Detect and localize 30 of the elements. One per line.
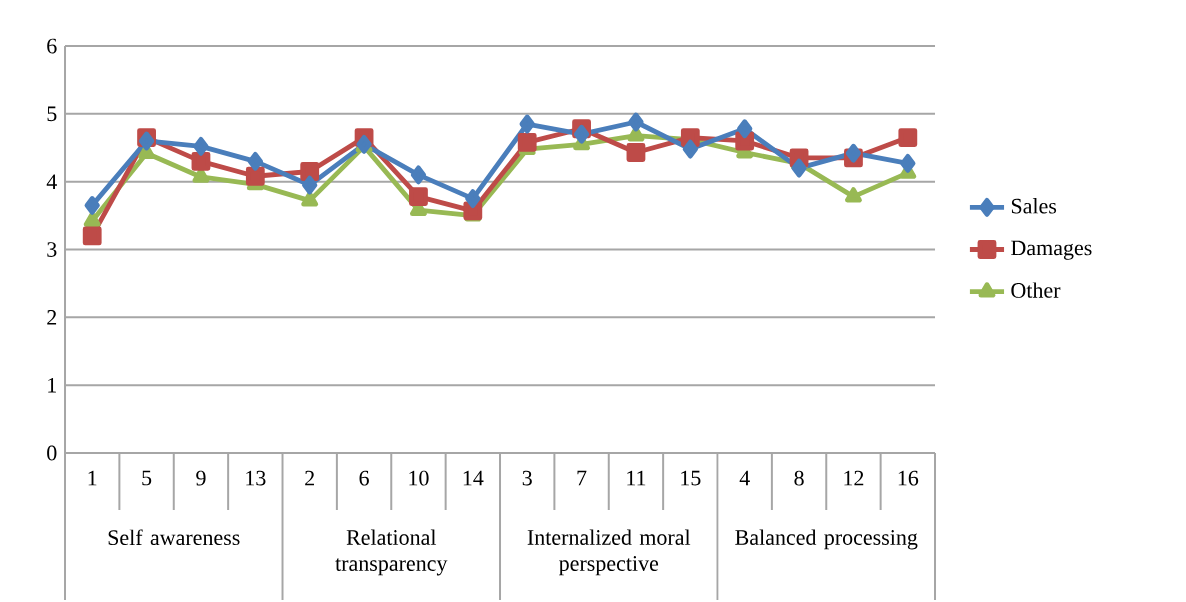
x-tick-label: 10: [409, 470, 429, 486]
x-tick-label: 12: [844, 470, 864, 486]
y-tick-label: 5: [47, 106, 57, 122]
legend-label: Sales: [1011, 198, 1057, 214]
y-tick-label: 1: [48, 377, 56, 393]
x-tick-label: 8: [794, 470, 804, 486]
y-tick-label: 4: [46, 174, 57, 189]
text: Self awareness: [108, 529, 240, 546]
x-tick-label: 9: [196, 470, 206, 486]
x-tick-label: 5: [142, 470, 152, 486]
y-tick-label: 0: [47, 445, 57, 461]
x-tick-label: 4: [739, 470, 750, 486]
x-tick-label: 13: [246, 470, 266, 486]
text: Balanced processing: [735, 529, 918, 550]
y-tick-label: 3: [47, 242, 57, 257]
x-tick-label: 11: [627, 470, 646, 486]
x-tick-label: 1: [88, 470, 97, 486]
x-tick-label: 7: [577, 470, 587, 486]
x-tick-label: 16: [898, 470, 919, 486]
legend-label: Other: [1011, 282, 1061, 298]
text: Relational transparency: [335, 529, 448, 576]
x-tick-label: 14: [463, 470, 484, 486]
x-tick-label: 3: [522, 470, 532, 486]
x-tick-label: 2: [305, 470, 314, 486]
y-tick-label: 2: [47, 310, 57, 325]
x-tick-label: 15: [681, 470, 701, 486]
y-tick-label: 6: [47, 38, 57, 54]
x-tick-label: 6: [359, 470, 369, 486]
text: Internalized moral perspective: [527, 529, 691, 576]
legend-label: Damages: [1011, 240, 1092, 260]
